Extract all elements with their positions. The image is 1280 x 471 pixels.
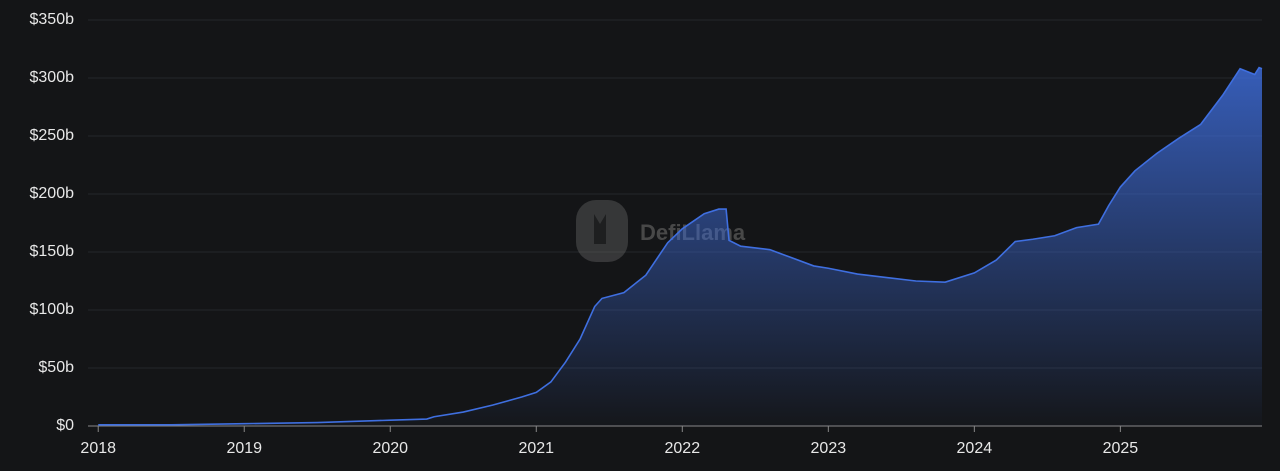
x-tick-label: 2023	[811, 440, 847, 457]
y-tick-label: $50b	[38, 359, 74, 376]
area-fill	[98, 67, 1262, 426]
x-tick-label: 2025	[1103, 440, 1139, 457]
y-tick-label: $250b	[30, 127, 75, 144]
watermark-logo	[576, 200, 628, 262]
x-tick-label: 2022	[665, 440, 701, 457]
y-tick-label: $350b	[30, 11, 75, 28]
x-tick-label: 2020	[372, 440, 408, 457]
x-tick-label: 2018	[80, 440, 116, 457]
x-tick-label: 2024	[957, 440, 993, 457]
y-tick-label: $200b	[30, 185, 75, 202]
y-tick-label: $0	[56, 417, 74, 434]
y-tick-label: $300b	[30, 69, 75, 86]
x-tick-label: 2021	[518, 440, 554, 457]
y-tick-label: $150b	[30, 243, 75, 260]
y-tick-label: $100b	[30, 301, 75, 318]
x-tick-label: 2019	[226, 440, 262, 457]
area-line	[98, 66, 1263, 426]
